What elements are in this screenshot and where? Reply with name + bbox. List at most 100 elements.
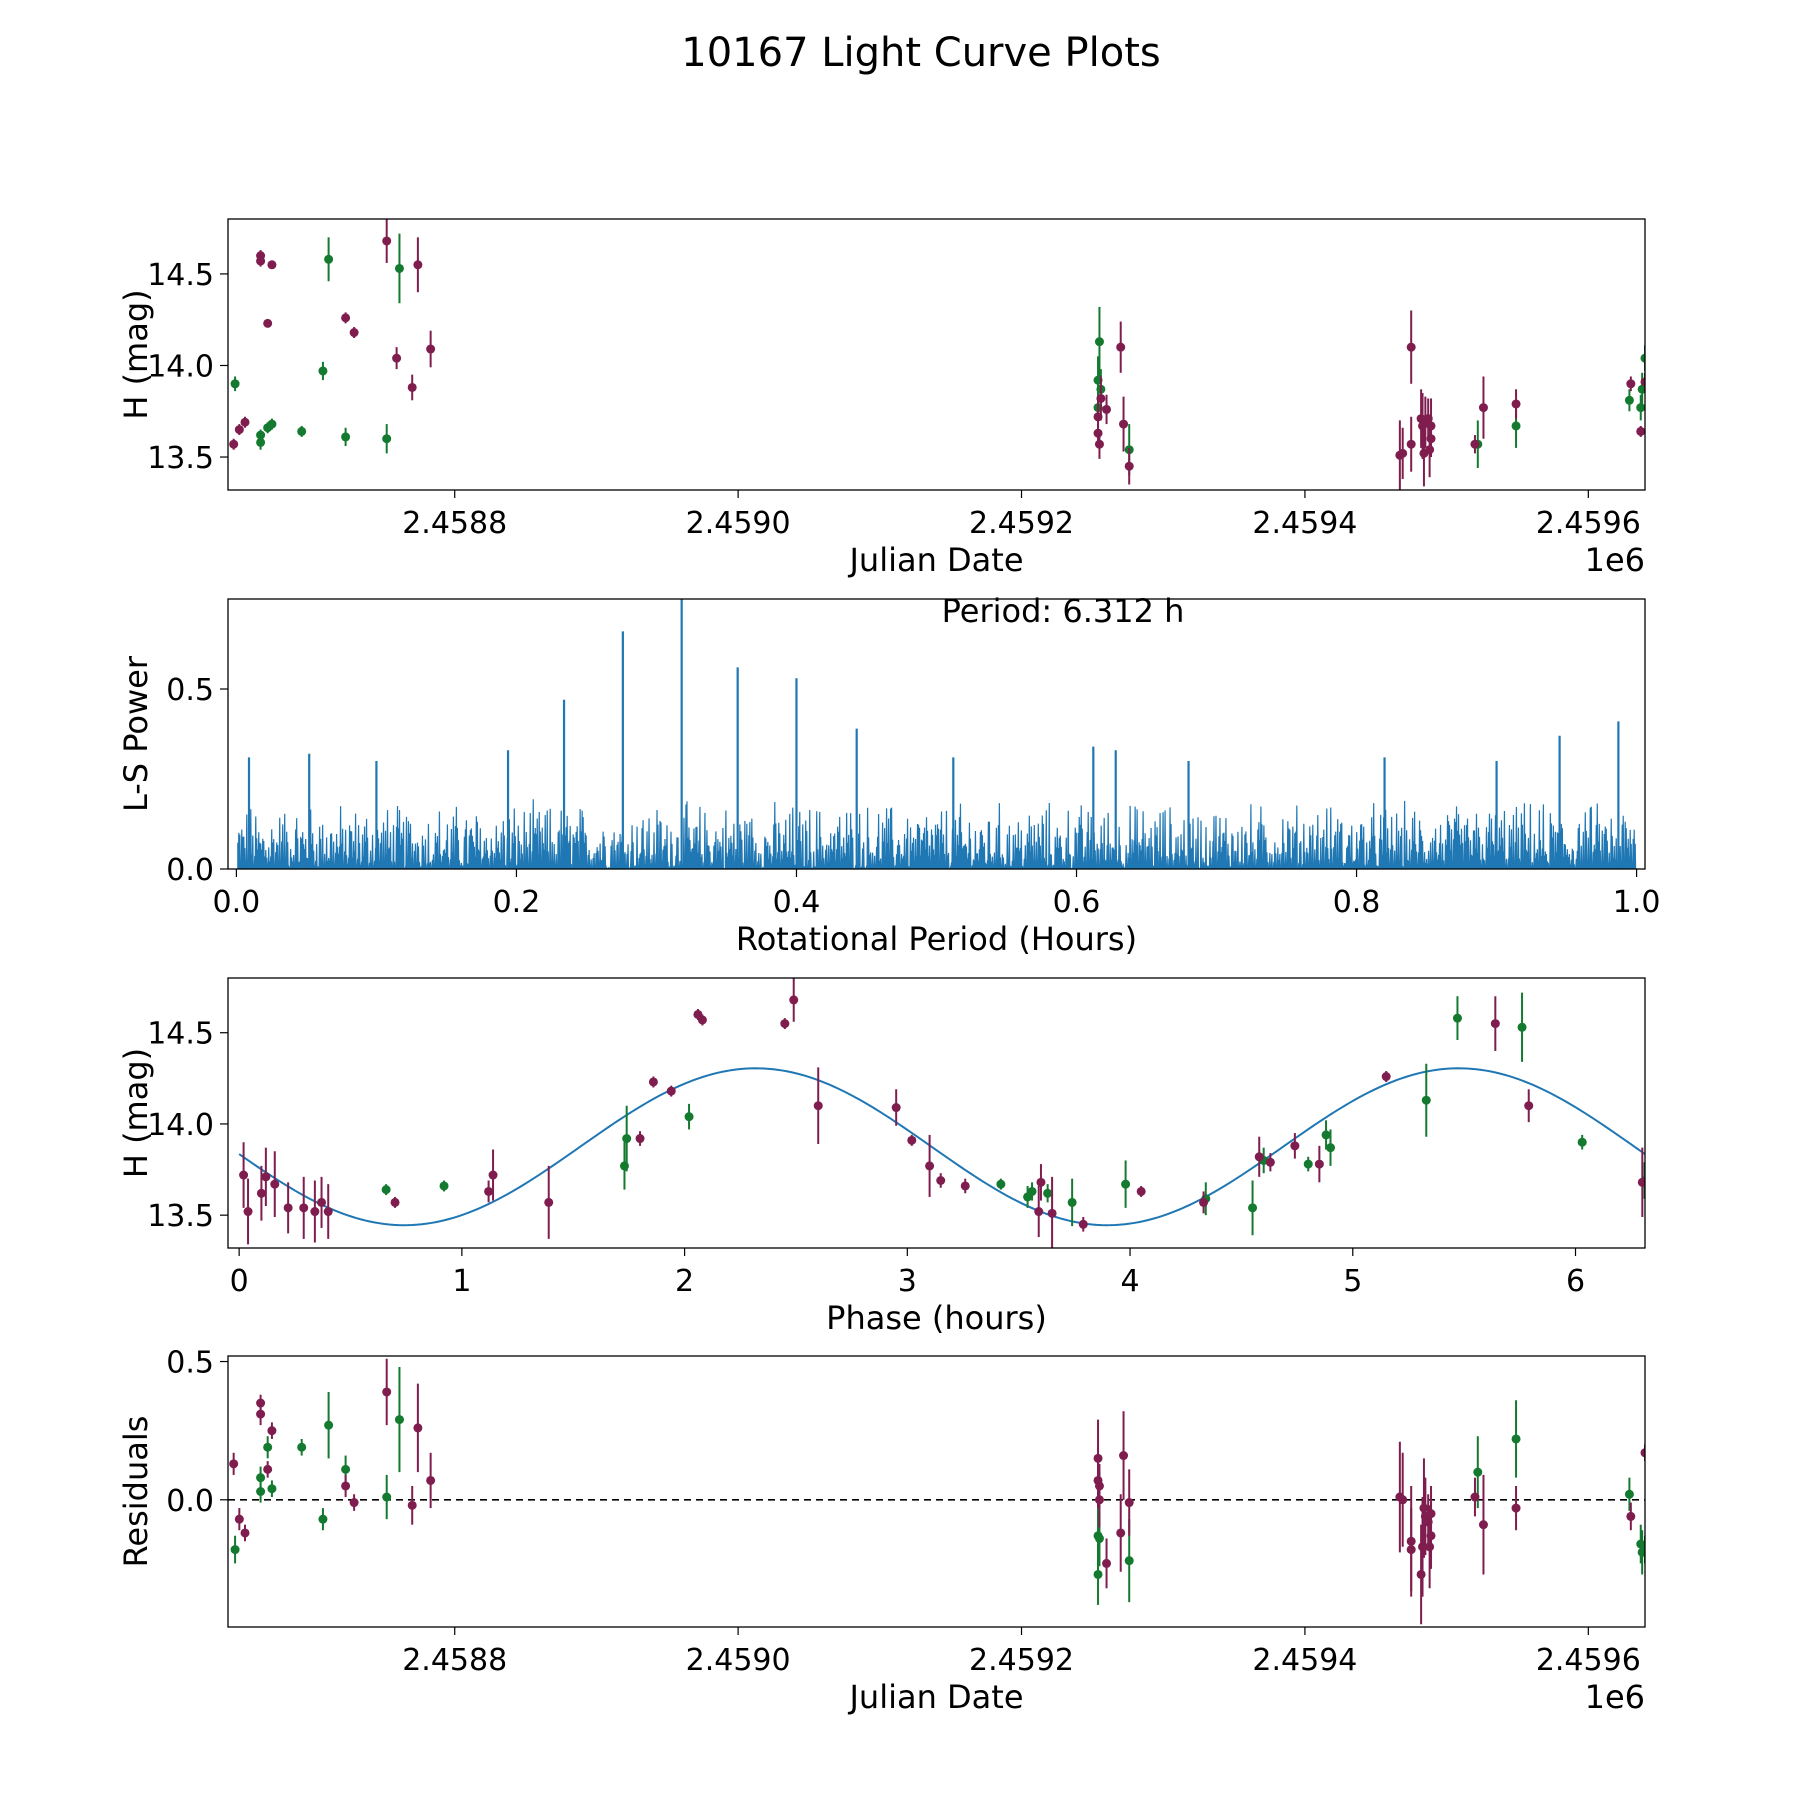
data-point-purple [1626, 379, 1636, 389]
data-point-purple [1102, 404, 1112, 414]
x-tick-label: 4 [1121, 1264, 1140, 1299]
data-point-purple [1265, 1157, 1275, 1167]
data-point-purple [1047, 1208, 1057, 1218]
data-point-purple [229, 1459, 239, 1469]
data-point-purple [488, 1170, 498, 1180]
data-point-purple [310, 1207, 320, 1217]
data-point-green [341, 432, 351, 442]
data-point-purple [936, 1176, 946, 1185]
data-point-purple [1381, 1072, 1391, 1082]
data-point-green [1321, 1130, 1331, 1140]
data-point-purple [960, 1181, 970, 1191]
data-point-green [1421, 1095, 1431, 1105]
data-point-green [1636, 403, 1645, 413]
y-tick-label: 0.5 [166, 1346, 214, 1381]
data-point-green [297, 426, 307, 436]
x-tick-label: 2.4594 [1252, 506, 1357, 541]
data-point-green [622, 1134, 632, 1144]
data-point-purple [1636, 426, 1645, 436]
data-point-green [1637, 384, 1645, 394]
data-point-purple [1094, 439, 1104, 449]
data-points [239, 978, 1645, 1248]
data-point-purple [1124, 1498, 1134, 1508]
x-axis-label: Rotational Period (Hours) [736, 920, 1137, 958]
periodogram-panel: 0.0 0.2 0.4 0.6 0.8 1.0 0.0 0.5 Rotational Perio… [117, 592, 1660, 958]
period-annotation: Period: 6.312 h [942, 592, 1185, 630]
data-point-purple [925, 1161, 935, 1171]
x-axis-label: Julian Date [847, 1678, 1023, 1716]
data-point-purple [263, 318, 273, 328]
x-axis-label: Phase (hours) [826, 1299, 1047, 1337]
data-point-green [256, 1473, 266, 1483]
data-point-purple [1398, 448, 1408, 458]
data-point-green [1121, 1179, 1131, 1189]
y-tick-label: 14.0 [147, 349, 214, 384]
data-point-green [230, 1545, 240, 1555]
data-point-green [382, 434, 392, 444]
data-point-purple [1637, 1177, 1645, 1187]
data-point-purple [1406, 439, 1416, 449]
data-point-green [996, 1179, 1006, 1189]
data-point-purple [256, 256, 266, 266]
x-tick-label: 2.4590 [686, 506, 791, 541]
data-point-purple [1426, 1509, 1436, 1519]
data-point-green [1027, 1186, 1037, 1196]
data-point-purple [697, 1015, 707, 1025]
data-point-purple [1096, 393, 1106, 403]
data-point-purple [1199, 1197, 1209, 1207]
data-point-green [297, 1442, 307, 1452]
data-point-purple [267, 260, 277, 270]
plot-frame [227, 1355, 1646, 1628]
data-point-purple [1416, 1569, 1426, 1579]
data-point-purple [413, 260, 423, 270]
data-point-purple [1398, 1495, 1408, 1505]
data-point-purple [323, 1207, 333, 1217]
data-point-purple [234, 1514, 244, 1524]
data-point-purple [1034, 1207, 1044, 1217]
data-point-purple [1078, 1219, 1088, 1229]
data-point-green [382, 1492, 392, 1502]
data-point-purple [392, 353, 402, 363]
data-point-purple [234, 425, 244, 435]
data-point-purple [1119, 419, 1129, 429]
x-tick-label: 6 [1566, 1264, 1585, 1299]
data-point-purple [1116, 1528, 1126, 1538]
data-point-purple [891, 1103, 901, 1113]
data-point-green [1511, 1434, 1521, 1444]
data-point-purple [382, 1387, 392, 1397]
data-point-purple [263, 1464, 273, 1474]
y-tick-label: 13.5 [147, 441, 214, 476]
data-point-purple [1425, 1542, 1435, 1552]
data-point-purple [299, 1203, 309, 1213]
figure-title: 10167 Light Curve Plots [681, 30, 1160, 76]
data-point-green [1248, 1203, 1258, 1213]
data-point-purple [544, 1197, 554, 1207]
data-point-green [230, 379, 240, 389]
data-point-purple [240, 417, 250, 427]
model-series [238, 1067, 1645, 1227]
data-point-purple [1102, 1558, 1112, 1568]
data-point-purple [1626, 1511, 1636, 1521]
data-point-purple [426, 1475, 436, 1485]
x-tick-label: 0.0 [213, 885, 261, 920]
x-tick-label: 1.0 [1613, 885, 1661, 920]
data-point-purple [1490, 1019, 1500, 1029]
x-tick-label: 2.4596 [1536, 506, 1641, 541]
data-point-green [1517, 1022, 1527, 1032]
data-point-purple [256, 1409, 266, 1419]
data-point-purple [390, 1197, 400, 1207]
data-point-purple [267, 1426, 277, 1436]
data-point-purple [789, 995, 799, 1005]
data-point-green [318, 366, 328, 376]
data-point-purple [243, 1207, 253, 1217]
data-point-purple [317, 1197, 327, 1207]
data-point-purple [1511, 1503, 1521, 1513]
data-point-purple [382, 236, 392, 246]
data-point-green [1511, 421, 1521, 431]
data-point-purple [270, 1179, 280, 1189]
data-point-purple [349, 328, 359, 338]
x-tick-label: 2.4596 [1536, 1643, 1641, 1678]
data-point-green [1640, 1545, 1645, 1555]
x-tick-label: 0.8 [1333, 885, 1381, 920]
